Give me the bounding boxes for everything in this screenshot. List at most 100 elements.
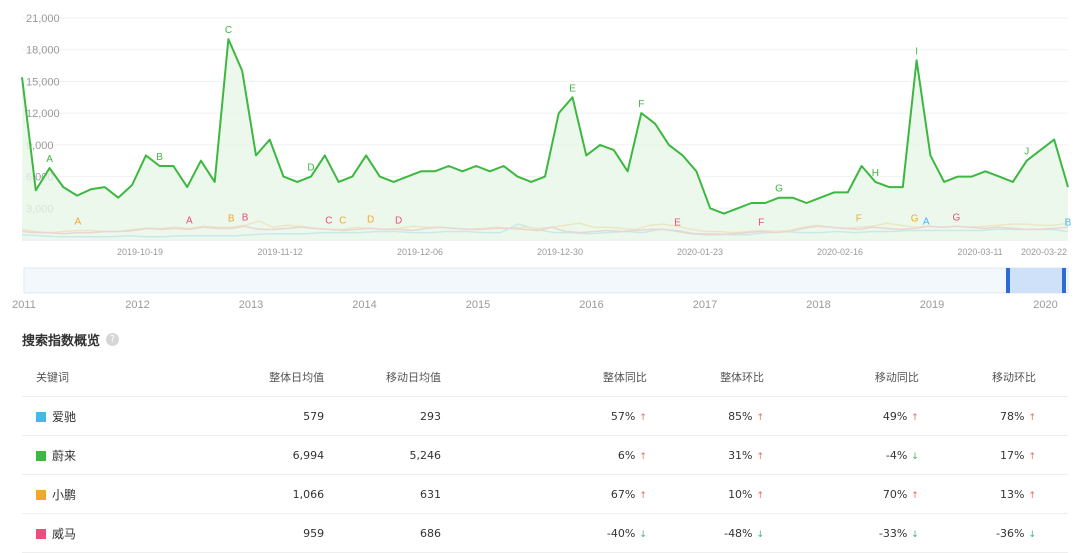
keyword-cell: 爱驰 bbox=[22, 396, 183, 436]
percent-cell: 85% ↑ bbox=[647, 396, 766, 436]
annotation-label: G bbox=[775, 184, 783, 195]
y-tick-label: 18,000 bbox=[26, 45, 60, 57]
annotation-label: A bbox=[46, 154, 53, 165]
annotation-label: C bbox=[339, 215, 346, 226]
overview-left-handle bbox=[1006, 268, 1010, 293]
cell-value: -36% bbox=[996, 526, 1025, 540]
arrow-up-icon: ↑ bbox=[756, 451, 765, 462]
percent-cell: 49% ↑ bbox=[765, 396, 920, 436]
arrow-up-icon: ↑ bbox=[756, 490, 765, 501]
table-row: 威马 959 686 -40% ↓ -48% ↓ -33% ↓ -36% ↓ bbox=[22, 513, 1068, 553]
cell-value: -33% bbox=[878, 526, 908, 540]
series-line bbox=[21, 38, 1069, 215]
annotation-label: B bbox=[242, 212, 249, 223]
cell-value: 686 bbox=[419, 526, 441, 540]
annotation-label: G bbox=[911, 213, 919, 224]
percent-cell: 57% ↑ bbox=[441, 396, 648, 436]
annotation-label: B bbox=[156, 152, 163, 163]
arrow-down-icon: ↓ bbox=[911, 529, 919, 540]
section-title: 搜索指数概览 ? bbox=[22, 330, 120, 349]
value-cell: 5,246 bbox=[325, 435, 442, 475]
percent-cell: 67% ↑ bbox=[441, 474, 648, 514]
annotation-label: C bbox=[225, 25, 232, 36]
value-cell: 686 bbox=[325, 513, 442, 553]
cell-value: 17% bbox=[1000, 448, 1025, 462]
cell-value: -40% bbox=[606, 526, 636, 540]
percent-cell: -48% ↓ bbox=[647, 513, 766, 553]
cell-value: 70% bbox=[882, 487, 908, 501]
arrow-up-icon: ↑ bbox=[1028, 451, 1037, 462]
cell-value: 631 bbox=[419, 487, 441, 501]
series-area-fill bbox=[22, 39, 1068, 240]
keyword-cell: 蔚来 bbox=[22, 435, 183, 475]
table-body: 爱驰 579 293 57% ↑ 85% ↑ 49% ↑ 78% ↑ 蔚来 6,994 5,246 6% ↑ 3… bbox=[22, 396, 1068, 553]
y-tick-label: 21,000 bbox=[26, 13, 60, 25]
annotation-label: I bbox=[915, 46, 918, 57]
header-mobile-yoy: 移动同比 bbox=[765, 358, 920, 397]
overview-year-label: 2014 bbox=[352, 299, 376, 311]
annotation-label: E bbox=[569, 83, 576, 94]
x-tick-label: 2019-11-12 bbox=[257, 247, 302, 257]
header-mobile-mom: 移动环比 bbox=[919, 358, 1038, 397]
arrow-up-icon: ↑ bbox=[639, 451, 647, 462]
cell-value: 31% bbox=[728, 448, 753, 462]
annotation-label: F bbox=[856, 213, 862, 224]
overview-year-label: 2018 bbox=[806, 299, 830, 311]
header-overall-yoy: 整体同比 bbox=[441, 358, 648, 397]
overview-table: 关键词 整体日均值 移动日均值 整体同比 整体环比 移动同比 移动环比 爱驰 57… bbox=[22, 358, 1068, 553]
arrow-down-icon: ↓ bbox=[756, 529, 765, 540]
overview-year-label: 2013 bbox=[239, 299, 263, 311]
annotation-label: C bbox=[325, 215, 332, 226]
cell-value: 67% bbox=[610, 487, 636, 501]
header-mobile-avg: 移动日均值 bbox=[325, 358, 442, 397]
cell-value: 85% bbox=[728, 409, 753, 423]
overview-year-label: 2020 bbox=[1033, 299, 1057, 311]
annotation-label: E bbox=[674, 218, 681, 229]
table-header-row: 关键词 整体日均值 移动日均值 整体同比 整体环比 移动同比 移动环比 bbox=[22, 358, 1068, 397]
cell-value: 10% bbox=[728, 487, 753, 501]
annotation-label: D bbox=[367, 214, 374, 225]
table-row: 蔚来 6,994 5,246 6% ↑ 31% ↑ -4% ↓ 17% ↑ bbox=[22, 435, 1068, 475]
help-icon[interactable]: ? bbox=[106, 333, 120, 346]
chart-series bbox=[21, 38, 1069, 240]
overview-year-label: 2011 bbox=[12, 299, 36, 311]
arrow-up-icon: ↑ bbox=[1028, 412, 1037, 423]
series-color-swatch bbox=[36, 489, 46, 500]
keyword-label: 小鹏 bbox=[52, 487, 77, 502]
percent-cell: -36% ↓ bbox=[919, 513, 1038, 553]
cell-value: 579 bbox=[303, 409, 325, 423]
arrow-up-icon: ↑ bbox=[639, 490, 647, 501]
cell-value: 49% bbox=[882, 409, 908, 423]
percent-cell: 78% ↑ bbox=[919, 396, 1038, 436]
section-title-label: 搜索指数概览 bbox=[22, 334, 101, 349]
y-tick-label: 15,000 bbox=[26, 76, 60, 88]
range-overview-slider[interactable]: 2011 2012 2013 2014 2015 2016 2017 2018 2019 2020 bbox=[12, 267, 1069, 311]
keyword-label: 蔚来 bbox=[52, 448, 77, 463]
arrow-down-icon: ↓ bbox=[639, 529, 647, 540]
cell-value: 5,246 bbox=[409, 448, 441, 462]
x-tick-label: 2019-12-30 bbox=[537, 247, 583, 257]
cell-value: 1,066 bbox=[292, 487, 325, 501]
overview-year-label: 2019 bbox=[920, 299, 944, 311]
annotation-label: F bbox=[638, 99, 644, 110]
percent-cell: 13% ↑ bbox=[919, 474, 1038, 514]
overview-track bbox=[23, 267, 1069, 294]
percent-cell: 70% ↑ bbox=[765, 474, 920, 514]
overview-year-label: 2016 bbox=[579, 299, 603, 311]
annotation-label: B bbox=[228, 213, 235, 224]
overview-selection bbox=[1008, 268, 1066, 293]
annotation-label: D bbox=[307, 163, 314, 174]
keyword-cell: 威马 bbox=[22, 513, 183, 553]
table-row: 小鹏 1,066 631 67% ↑ 10% ↑ 70% ↑ 13% ↑ bbox=[22, 474, 1068, 514]
overview-year-label: 2015 bbox=[466, 299, 490, 311]
x-tick-label: 2020-02-16 bbox=[817, 247, 863, 257]
series-color-swatch bbox=[36, 411, 46, 422]
annotation-label: A bbox=[186, 215, 193, 226]
arrow-down-icon: ↓ bbox=[1028, 529, 1037, 540]
cell-value: 6,994 bbox=[292, 448, 325, 462]
cell-value: -4% bbox=[885, 448, 908, 462]
header-overall-mom: 整体环比 bbox=[647, 358, 766, 397]
arrow-up-icon: ↑ bbox=[911, 490, 919, 501]
keyword-label: 爱驰 bbox=[52, 409, 77, 424]
cell-value: 57% bbox=[610, 409, 636, 423]
